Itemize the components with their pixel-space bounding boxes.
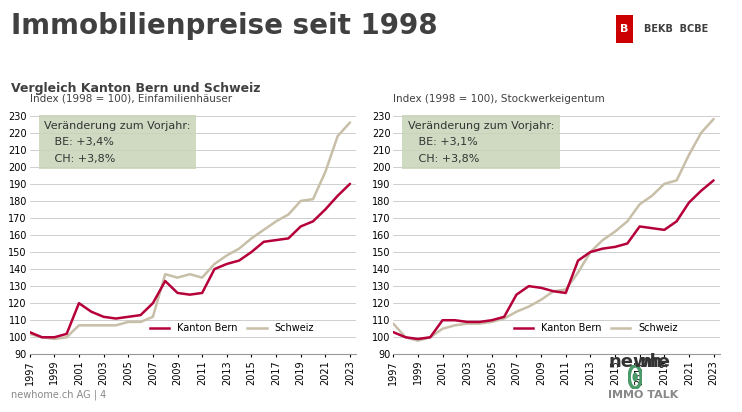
Text: B: B [620, 24, 628, 34]
Text: Veränderung zum Vorjahr:
   BE: +3,1%
   CH: +3,8%: Veränderung zum Vorjahr: BE: +3,1% CH: +… [408, 121, 554, 164]
FancyBboxPatch shape [616, 15, 633, 42]
Legend: Kanton Bern, Schweiz: Kanton Bern, Schweiz [510, 319, 682, 337]
Text: Veränderung zum Vorjahr:
   BE: +3,4%
   CH: +3,8%: Veränderung zum Vorjahr: BE: +3,4% CH: +… [45, 121, 191, 164]
Text: Vergleich Kanton Bern und Schweiz: Vergleich Kanton Bern und Schweiz [11, 82, 260, 96]
Text: BEKB  BCBE: BEKB BCBE [643, 24, 708, 34]
Circle shape [633, 373, 637, 381]
Text: me: me [640, 353, 671, 371]
Text: newh: newh [608, 353, 663, 371]
Text: newhome.ch AG | 4: newhome.ch AG | 4 [11, 389, 106, 400]
Text: Index (1998 = 100), Einfamilienhäuser: Index (1998 = 100), Einfamilienhäuser [30, 94, 232, 103]
Text: Index (1998 = 100), Stockwerkeigentum: Index (1998 = 100), Stockwerkeigentum [393, 94, 605, 103]
Text: Immobilienpreise seit 1998: Immobilienpreise seit 1998 [11, 12, 438, 40]
Text: IMMO TALK: IMMO TALK [608, 390, 679, 400]
Legend: Kanton Bern, Schweiz: Kanton Bern, Schweiz [146, 319, 318, 337]
